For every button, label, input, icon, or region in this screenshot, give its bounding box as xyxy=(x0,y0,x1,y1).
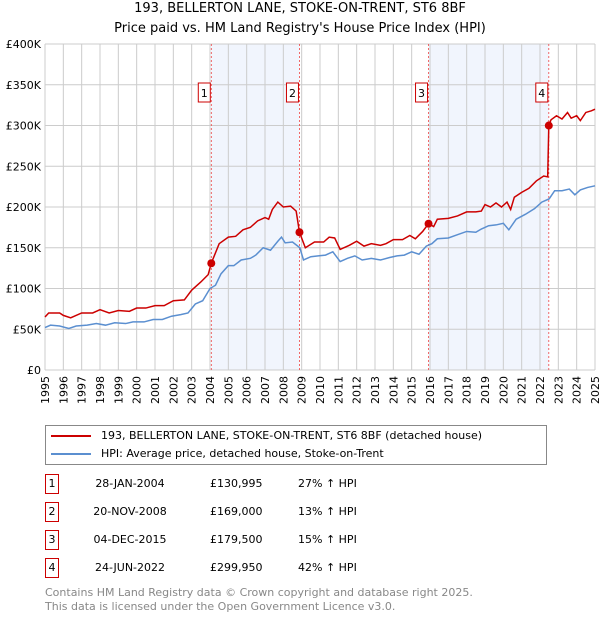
y-tick-label: £0 xyxy=(27,364,41,377)
x-tick-label: 2010 xyxy=(314,376,327,404)
sale-number: 3 xyxy=(45,530,59,550)
legend-item-hpi: HPI: Average price, detached house, Stok… xyxy=(51,446,384,462)
sale-hpi-diff: 15% ↑ HPI xyxy=(298,533,357,546)
footer-line: This data is licensed under the Open Gov… xyxy=(45,600,396,613)
sale-marker-box xyxy=(285,82,299,103)
y-tick-label: £200K xyxy=(6,201,42,214)
x-tick-label: 1995 xyxy=(39,376,52,404)
sale-point xyxy=(544,121,553,130)
x-tick-label: 1997 xyxy=(76,376,89,404)
sale-row: 1 28-JAN-2004 £130,995 27% ↑ HPI xyxy=(45,474,445,494)
x-tick-label: 1998 xyxy=(94,376,107,404)
hpi-line xyxy=(44,185,596,330)
sale-point xyxy=(424,219,433,228)
x-tick-label: 2008 xyxy=(277,376,290,404)
sale-marker-box xyxy=(197,82,211,103)
price-chart: 1995 1996 1997 1998 1999 2000 2001 2002 2003 2004… xyxy=(6,38,600,404)
x-tick-label: 1999 xyxy=(112,376,125,404)
x-tick-label: 2013 xyxy=(369,376,382,404)
sale-hpi-diff: 27% ↑ HPI xyxy=(298,477,357,490)
sale-price: £169,000 xyxy=(210,505,263,518)
x-tick-label: 2004 xyxy=(204,376,217,404)
sale-point xyxy=(207,259,216,268)
sale-number: 1 xyxy=(45,474,59,494)
sale-hpi-diff: 42% ↑ HPI xyxy=(298,561,357,574)
sale-marker-number: 1 xyxy=(201,87,208,100)
legend-label: HPI: Average price, detached house, Stok… xyxy=(101,447,384,460)
sale-marker-number: 4 xyxy=(538,87,545,100)
sale-row: 3 04-DEC-2015 £179,500 15% ↑ HPI xyxy=(45,530,445,550)
x-tick-label: 2012 xyxy=(351,376,364,404)
y-tick-label: £300K xyxy=(6,120,42,133)
y-tick-label: £150K xyxy=(6,242,42,255)
x-tick-label: 2024 xyxy=(571,376,584,404)
legend: 193, BELLERTON LANE, STOKE-ON-TRENT, ST6… xyxy=(45,425,547,465)
sale-number: 2 xyxy=(45,502,59,522)
x-tick-label: 2019 xyxy=(479,376,492,404)
x-tick-label: 2014 xyxy=(387,376,400,404)
y-tick-label: £50K xyxy=(13,323,42,336)
x-tick-label: 2001 xyxy=(149,376,162,404)
y-tick-label: £400K xyxy=(6,38,42,51)
footer-line: Contains HM Land Registry data © Crown c… xyxy=(45,586,473,599)
x-tick-label: 2007 xyxy=(259,376,272,404)
x-tick-label: 2006 xyxy=(241,376,254,404)
x-tick-label: 2017 xyxy=(442,376,455,404)
sale-marker-box xyxy=(535,82,549,103)
x-tick-label: 2005 xyxy=(222,376,235,404)
sale-point xyxy=(295,228,304,237)
x-tick-label: 2002 xyxy=(167,376,180,404)
legend-swatch xyxy=(51,435,91,437)
legend-label: 193, BELLERTON LANE, STOKE-ON-TRENT, ST6… xyxy=(101,429,483,442)
sale-marker-box xyxy=(415,82,429,103)
legend-swatch xyxy=(51,453,91,455)
x-tick-label: 2021 xyxy=(516,376,529,404)
chart-subtitle: Price paid vs. HM Land Registry's House … xyxy=(114,21,486,36)
x-tick-label: 2018 xyxy=(461,376,474,404)
x-tick-label: 2020 xyxy=(497,376,510,404)
sale-row: 2 20-NOV-2008 £169,000 13% ↑ HPI xyxy=(45,502,445,522)
x-tick-label: 2011 xyxy=(332,376,345,404)
x-tick-label: 2003 xyxy=(186,376,199,404)
sale-date: 24-JUN-2022 xyxy=(94,561,166,574)
sale-number: 4 xyxy=(45,558,59,578)
x-tick-label: 2000 xyxy=(131,376,144,404)
property-price-line xyxy=(44,108,596,319)
x-tick-label: 2022 xyxy=(534,376,547,404)
sale-date: 20-NOV-2008 xyxy=(93,505,167,518)
footer: Contains HM Land Registry data © Crown c… xyxy=(45,586,473,614)
sale-date: 04-DEC-2015 xyxy=(93,533,167,546)
x-tick-label: 2009 xyxy=(296,376,309,404)
y-tick-label: £350K xyxy=(6,79,42,92)
x-tick-label: 1996 xyxy=(57,376,70,404)
sale-date: 28-JAN-2004 xyxy=(95,477,165,490)
sale-row: 4 24-JUN-2022 £299,950 42% ↑ HPI xyxy=(45,558,445,578)
x-tick-label: 2025 xyxy=(589,376,600,404)
x-tick-label: 2016 xyxy=(424,376,437,404)
sale-marker-number: 2 xyxy=(289,87,296,100)
sale-price: £130,995 xyxy=(210,477,263,490)
x-tick-label: 2015 xyxy=(406,376,419,404)
y-tick-label: £100K xyxy=(6,283,42,296)
legend-item-property: 193, BELLERTON LANE, STOKE-ON-TRENT, ST6… xyxy=(51,428,482,444)
sale-hpi-diff: 13% ↑ HPI xyxy=(298,505,357,518)
sale-price: £299,950 xyxy=(210,561,263,574)
x-tick-label: 2023 xyxy=(552,376,565,404)
sale-price: £179,500 xyxy=(210,533,263,546)
sale-marker-number: 3 xyxy=(418,87,425,100)
chart-title: 193, BELLERTON LANE, STOKE-ON-TRENT, ST6… xyxy=(134,1,466,16)
y-tick-label: £250K xyxy=(6,160,42,173)
